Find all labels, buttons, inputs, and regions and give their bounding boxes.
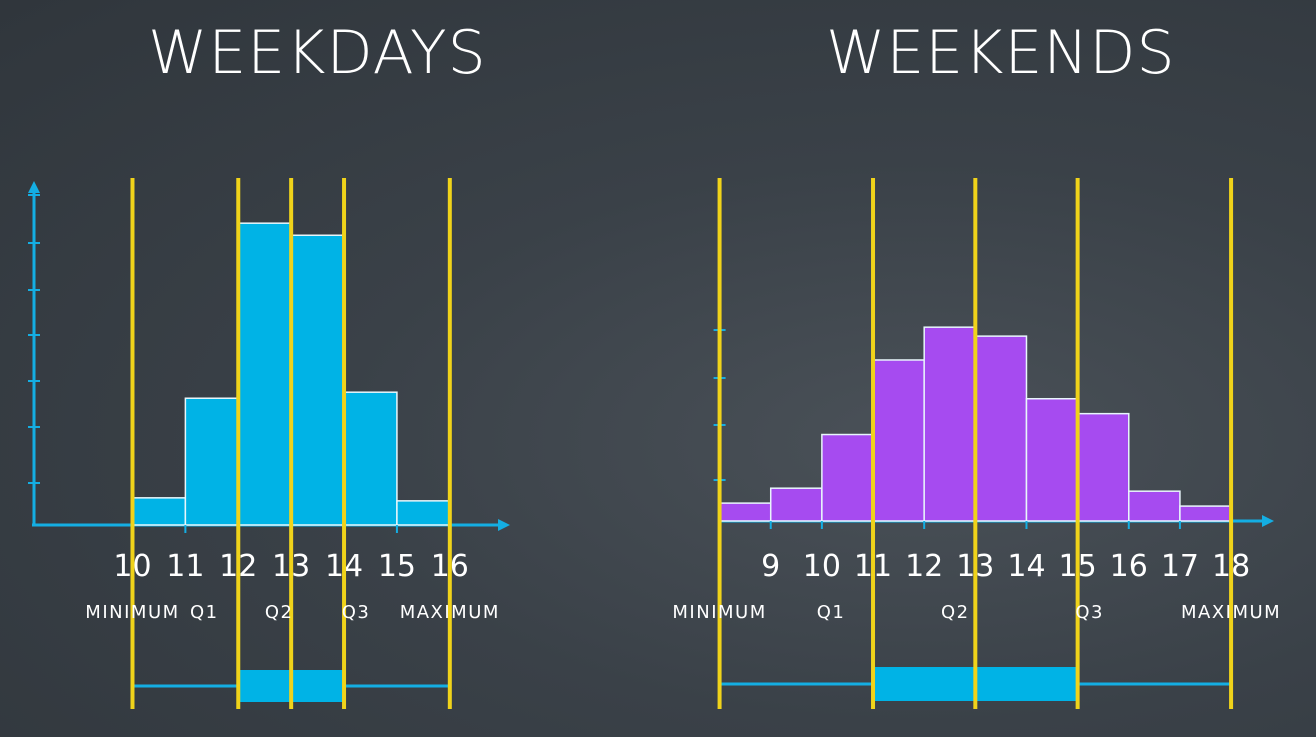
stat-label-q3: Q3 (342, 602, 371, 623)
histogram-bar (1179, 505, 1232, 522)
histogram-bar (343, 391, 398, 526)
stat-label-q2: Q2 (941, 602, 970, 623)
stat-label-q2: Q2 (265, 602, 294, 623)
x-tick-label: 17 (1161, 549, 1199, 584)
stat-label-minimum: MINIMUM (672, 602, 766, 623)
x-tick-label: 11 (166, 549, 204, 584)
histogram-bar (1076, 412, 1130, 522)
stat-label-maximum: MAXIMUM (1181, 602, 1281, 623)
histogram-bar (396, 500, 451, 526)
histogram-bar (974, 335, 1028, 522)
histogram-bar (237, 222, 292, 526)
histogram-bar (718, 502, 772, 522)
x-tick-label: 14 (1007, 549, 1045, 584)
x-tick-label: 12 (905, 549, 943, 584)
stat-label-q1: Q1 (817, 602, 846, 623)
histogram-bar (184, 397, 240, 526)
histogram-bar (131, 497, 187, 526)
histogram-bar (872, 359, 925, 522)
histogram-bar (923, 326, 977, 522)
stat-label-minimum: MINIMUM (85, 602, 179, 623)
stat-label-q3: Q3 (1075, 602, 1104, 623)
x-axis-arrow-weekends (1262, 515, 1274, 527)
stat-label-maximum: MAXIMUM (400, 602, 500, 623)
x-tick-label: 9 (761, 549, 780, 584)
chart-title-weekdays: WEEKDAYS (148, 18, 487, 88)
histogram-bar (821, 433, 874, 522)
x-axis-arrow-weekdays (498, 519, 510, 531)
x-tick-label: 16 (1110, 549, 1148, 584)
histogram-bar (1128, 490, 1181, 522)
x-tick-label: 15 (378, 549, 416, 584)
chart-title-weekends: WEEKENDS (826, 18, 1176, 88)
histogram-bar (290, 234, 345, 526)
histogram-bar (769, 487, 823, 522)
y-axis-arrow-weekdays (28, 181, 40, 193)
histogram-bar (1025, 397, 1079, 522)
x-tick-label: 10 (803, 549, 841, 584)
stat-label-q1: Q1 (190, 602, 219, 623)
